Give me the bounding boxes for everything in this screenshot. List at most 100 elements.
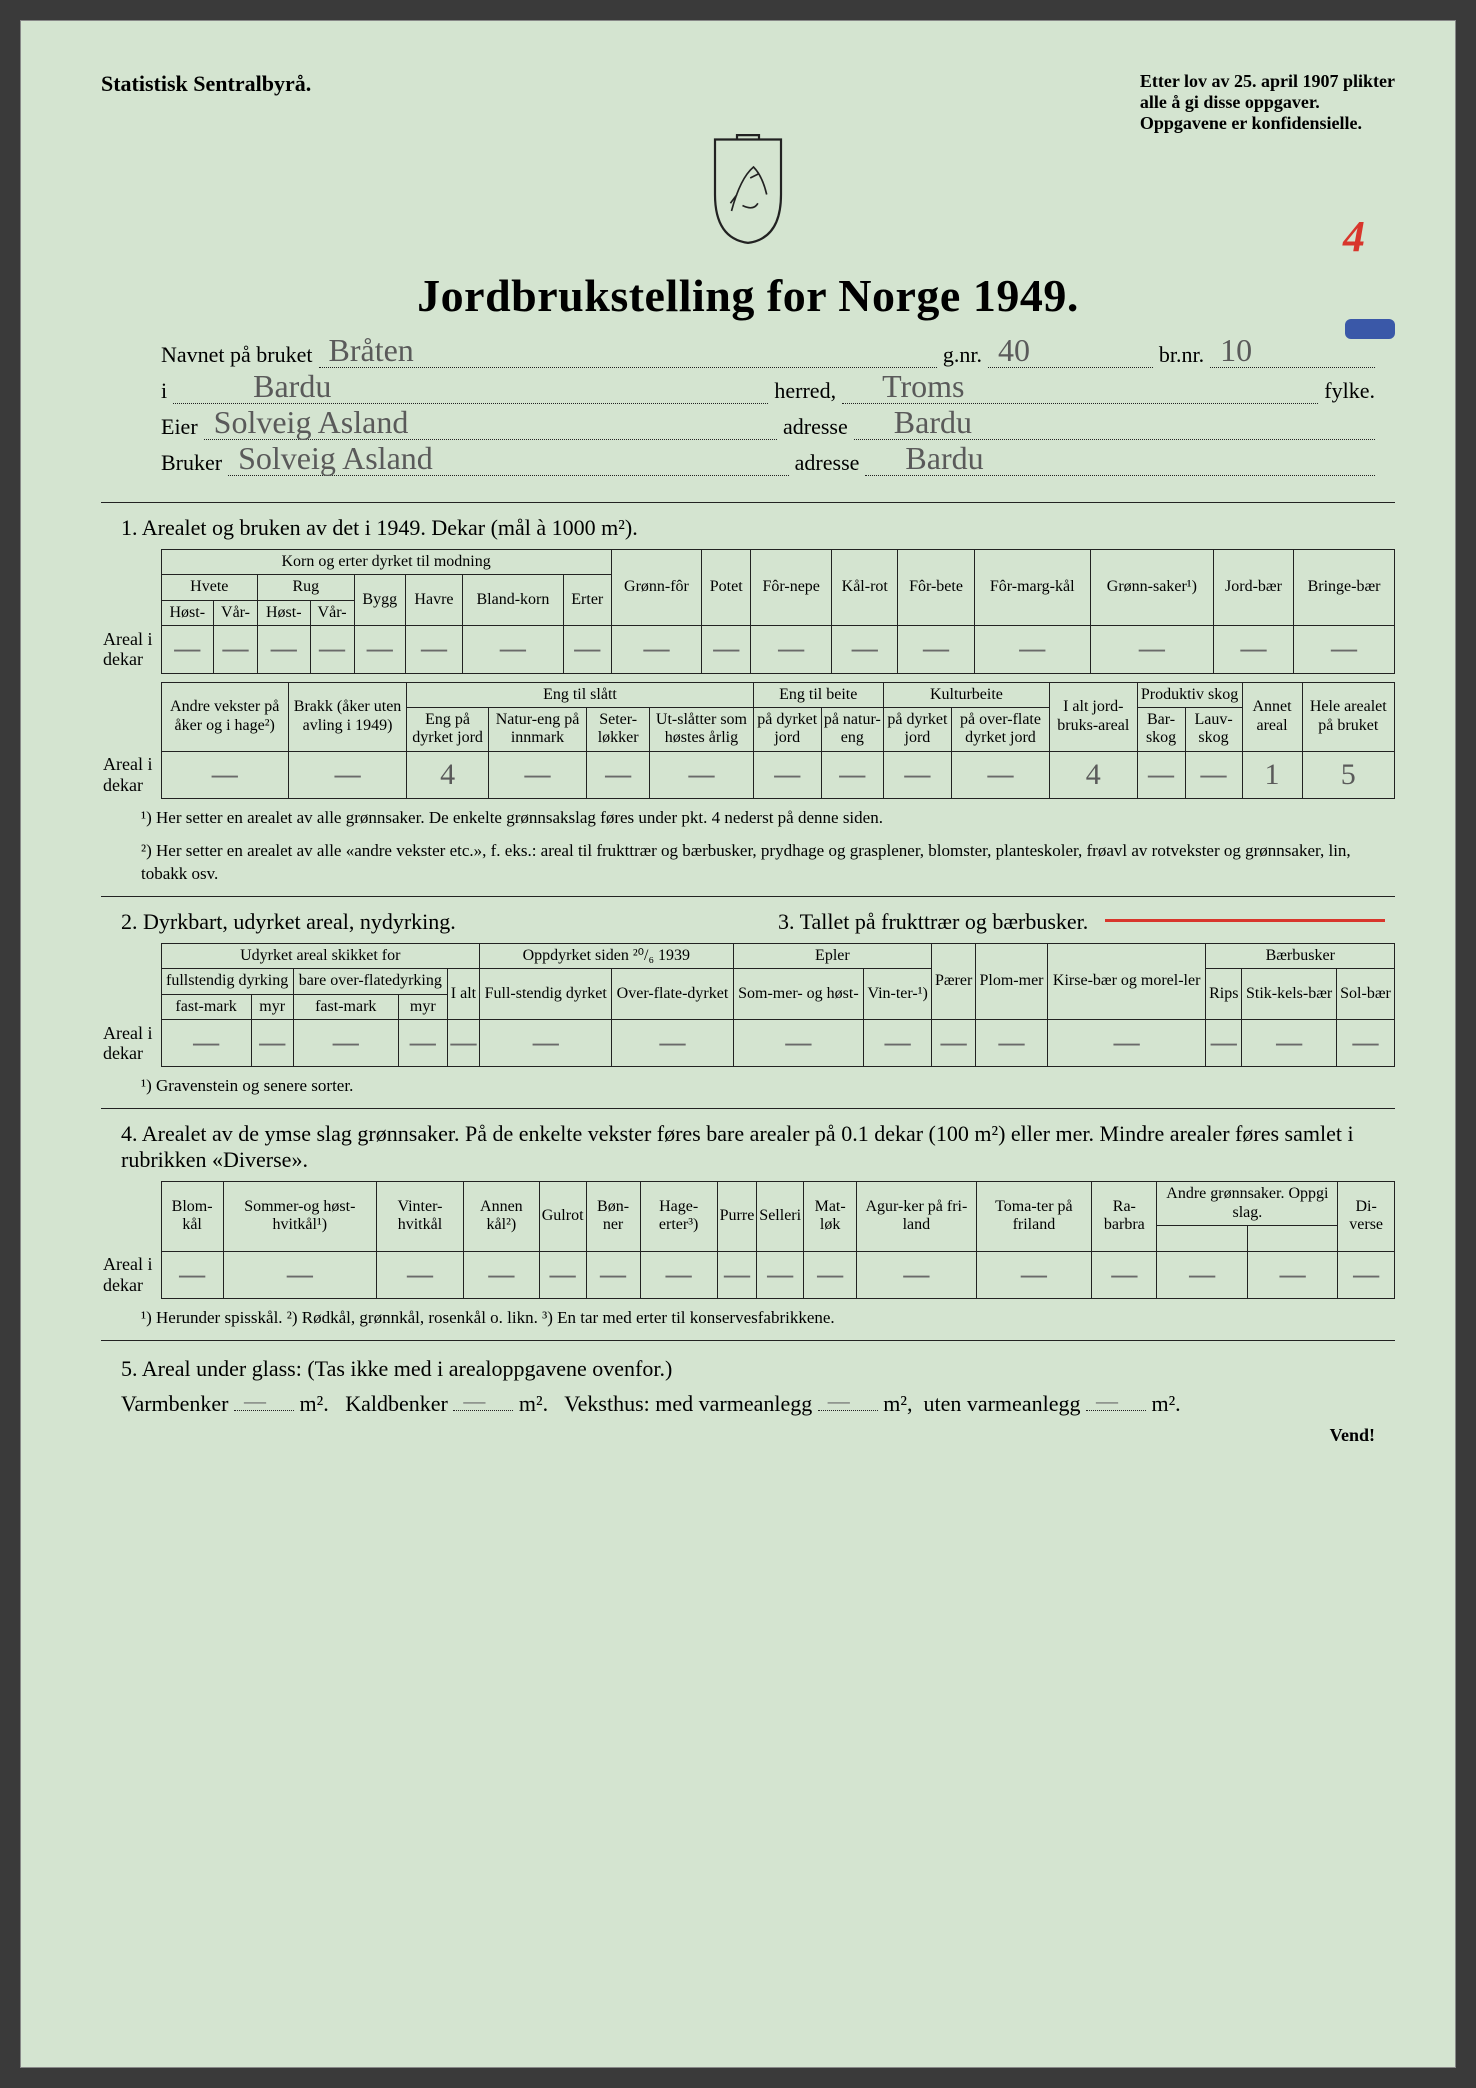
cell: — <box>650 751 753 798</box>
cell: — <box>310 626 354 673</box>
th-sommerkal: Sommer-og høst-hvitkål¹) <box>223 1182 376 1251</box>
section-5-line2: Varmbenker — m². Kaldbenker — m². Veksth… <box>121 1386 1375 1421</box>
section-1-header: 1. Arealet og bruken av det i 1949. Deka… <box>121 515 1395 541</box>
th-blomkal: Blom-kål <box>161 1182 223 1251</box>
th-fornepe: Fôr-nepe <box>751 550 832 626</box>
gnr-label: g.nr. <box>943 342 982 368</box>
cell: — <box>214 626 258 673</box>
th-fulldyrket: Full-stendig dyrket <box>480 969 612 1020</box>
cell: — <box>1242 1020 1337 1067</box>
veksthus-label: Veksthus: med varmeanlegg <box>564 1391 812 1416</box>
uten-label: uten varmeanlegg <box>923 1391 1080 1416</box>
th-erter: Erter <box>563 575 611 626</box>
fylke-value: Troms <box>882 368 964 405</box>
cell: — <box>611 626 701 673</box>
th-pa-dyrket2: på dyrket jord <box>883 707 951 751</box>
th-jordbaer: Jord-bær <box>1213 550 1293 626</box>
fylke-label: fylke. <box>1324 378 1375 404</box>
form-header-fields: Navnet på bruket Bråten g.nr. 40 br.nr. … <box>101 342 1395 496</box>
cell: — <box>376 1251 463 1298</box>
th-overdyrket: Over-flate-dyrket <box>612 969 733 1020</box>
cell: — <box>974 626 1090 673</box>
th-bringebaer: Bringe-bær <box>1294 550 1395 626</box>
th-ialt: I alt jord-bruks-areal <box>1050 682 1138 751</box>
row-label-1a: Areal i dekar <box>101 626 161 673</box>
cell: — <box>898 626 974 673</box>
cell: — <box>161 626 214 673</box>
cell: — <box>586 1251 640 1298</box>
blue-mark <box>1345 319 1395 339</box>
th-bonner: Bøn-ner <box>586 1182 640 1251</box>
th-kalrot: Kål-rot <box>832 550 898 626</box>
th-kulturbeite: Kulturbeite <box>883 682 1049 707</box>
th-rug-host: Høst- <box>258 600 311 625</box>
th-potet: Potet <box>702 550 751 626</box>
cell: — <box>223 1251 376 1298</box>
bruker-adresse: Bardu <box>905 440 983 477</box>
cell: — <box>398 1020 447 1067</box>
th-diverse: Di-verse <box>1338 1182 1395 1251</box>
cell: — <box>463 1251 539 1298</box>
bruker-label: Bruker <box>161 450 222 476</box>
cell: — <box>463 626 564 673</box>
eier-label: Eier <box>161 414 198 440</box>
th-hele: Hele arealet på bruket <box>1302 682 1394 751</box>
th-pa-overflate: på over-flate dyrket jord <box>951 707 1049 751</box>
cell: — <box>161 751 288 798</box>
th-tomater: Toma-ter på friland <box>976 1182 1092 1251</box>
kaldbenker-label: Kaldbenker <box>345 1391 448 1416</box>
brnr-value: 10 <box>1220 332 1252 369</box>
th-korn: Korn og erter dyrket til modning <box>161 550 611 575</box>
red-underline-mark <box>1105 919 1385 922</box>
cell: — <box>857 1251 976 1298</box>
th-plommer: Plom-mer <box>976 943 1048 1019</box>
cell: — <box>1157 1251 1247 1298</box>
cell: — <box>717 1251 757 1298</box>
coat-of-arms-icon <box>101 134 1395 249</box>
adresse-label-2: adresse <box>795 450 860 476</box>
th-andre-b <box>1247 1226 1337 1251</box>
herred-value: Bardu <box>253 368 331 405</box>
th-bygg: Bygg <box>354 575 405 626</box>
legal-notice: Etter lov av 25. april 1907 plikter alle… <box>1140 71 1395 134</box>
eier-adresse: Bardu <box>894 404 972 441</box>
th-myr2: myr <box>398 994 447 1019</box>
cell: — <box>1047 1020 1206 1067</box>
legal-line-1: Etter lov av 25. april 1907 plikter <box>1140 71 1395 92</box>
th-prodskog: Produktiv skog <box>1137 682 1242 707</box>
th-blandkorn: Bland-korn <box>463 575 564 626</box>
th-barskog: Bar-skog <box>1137 707 1185 751</box>
th-eng-beite: Eng til beite <box>753 682 883 707</box>
navnet-label: Navnet på bruket <box>161 342 313 368</box>
section-5-line1: 5. Areal under glass: (Tas ikke med i ar… <box>121 1351 1375 1386</box>
legal-line-3: Oppgavene er konfidensielle. <box>1140 113 1395 134</box>
th-udyrket: Udyrket areal skikket for <box>161 943 480 968</box>
cell: — <box>753 751 821 798</box>
table-1a: Korn og erter dyrket til modning Grønn-f… <box>101 549 1395 674</box>
cell: — <box>1247 1251 1337 1298</box>
th-andre4: Andre grønnsaker. Oppgi slag. <box>1157 1182 1338 1226</box>
gnr-value: 40 <box>998 332 1030 369</box>
cell: — <box>1185 751 1242 798</box>
section-5: 5. Areal under glass: (Tas ikke med i ar… <box>121 1351 1375 1421</box>
th-kirsebaer: Kirse-bær og morel-ler <box>1047 943 1206 1019</box>
th-eng-dyrket: Eng på dyrket jord <box>407 707 489 751</box>
m2-2: m². <box>519 1391 548 1416</box>
th-brakk: Brakk (åker uten avling i 1949) <box>288 682 406 751</box>
cell: — <box>258 626 311 673</box>
th-annet: Annet areal <box>1242 682 1302 751</box>
cell: — <box>1092 1251 1157 1298</box>
kaldbenker-blank: — <box>453 1391 513 1411</box>
th-pa-natureng: på natur-eng <box>821 707 883 751</box>
cell: — <box>1206 1020 1242 1067</box>
th-bareover: bare over-flatedyrking <box>293 969 447 994</box>
cell: — <box>1090 626 1213 673</box>
cell: — <box>354 626 405 673</box>
th-havre: Havre <box>405 575 462 626</box>
th-solbaer: Sol-bær <box>1337 969 1395 1020</box>
th-gulrot: Gulrot <box>539 1182 586 1251</box>
cell: — <box>883 751 951 798</box>
th-forbete: Fôr-bete <box>898 550 974 626</box>
th-seterlokker: Seter-løkker <box>587 707 650 751</box>
cell: — <box>563 626 611 673</box>
